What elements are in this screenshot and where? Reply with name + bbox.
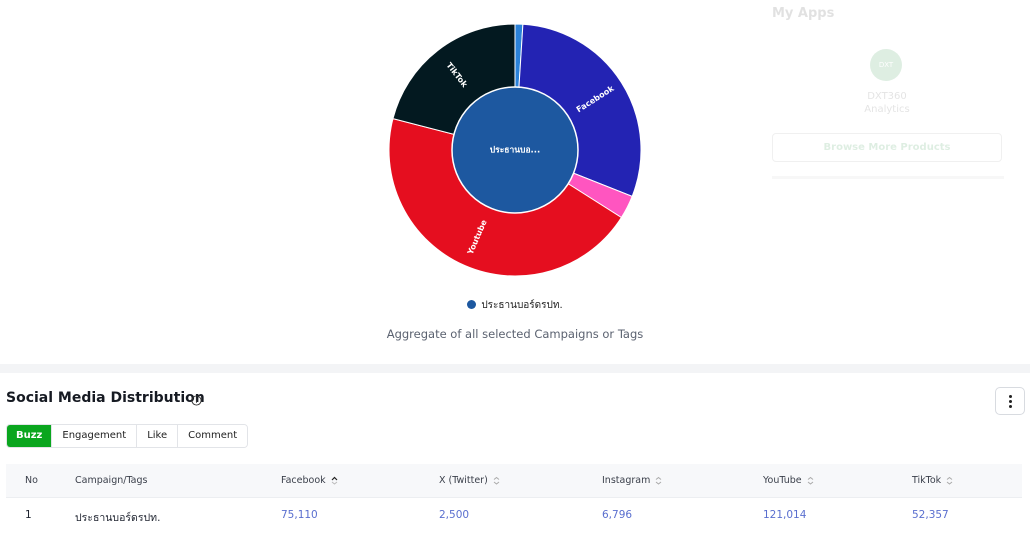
tab-buzz[interactable]: Buzz xyxy=(7,425,52,447)
metric-tabs: Buzz Engagement Like Comment xyxy=(6,424,249,448)
more-options-icon[interactable] xyxy=(995,387,1025,415)
info-icon[interactable] xyxy=(191,395,202,406)
legend-swatch xyxy=(467,300,477,309)
my-apps-title: My Apps xyxy=(772,6,835,21)
cell-campaign: ประธานบอร์ดรปท. xyxy=(75,512,161,524)
cell-youtube[interactable]: 121,014 xyxy=(763,509,807,521)
chart-legend[interactable]: ประธานบอร์ดรปท. xyxy=(0,298,1030,313)
sort-icon xyxy=(493,476,500,485)
section-title: Social Media Distribution xyxy=(6,390,205,406)
donut-center xyxy=(451,86,579,214)
header-twitter-label: X (Twitter) xyxy=(439,475,488,486)
header-no: No xyxy=(25,475,38,486)
app-logo-icon[interactable]: DXT xyxy=(870,49,902,81)
cell-tiktok[interactable]: 52,357 xyxy=(912,509,949,521)
header-campaign: Campaign/Tags xyxy=(75,475,148,486)
tab-engagement[interactable]: Engagement xyxy=(51,425,137,447)
donut-center-label: ประธานบอ... xyxy=(490,146,541,156)
app-name: DXT360 Analytics xyxy=(772,90,1002,116)
header-instagram[interactable]: Instagram xyxy=(602,475,662,486)
chart-panel: ประธานบอ... Facebook Youtube TikTok ประธาน… xyxy=(0,6,1030,341)
header-twitter[interactable]: X (Twitter) xyxy=(439,475,500,486)
header-youtube-label: YouTube xyxy=(763,475,802,486)
sort-icon xyxy=(807,476,813,485)
header-facebook-label: Facebook xyxy=(281,475,326,486)
cell-instagram[interactable]: 6,796 xyxy=(602,509,633,521)
table-row: 1 ประธานบอร์ดรปท. 75,110 2,500 6,796 121… xyxy=(6,498,1022,532)
header-tiktok[interactable]: TikTok xyxy=(912,475,953,486)
cell-twitter[interactable]: 2,500 xyxy=(439,509,470,521)
table-header: No Campaign/Tags Facebook X (Twitter) In… xyxy=(6,464,1022,498)
tab-like[interactable]: Like xyxy=(136,425,178,447)
header-tiktok-label: TikTok xyxy=(912,475,942,486)
tab-comment[interactable]: Comment xyxy=(177,425,248,447)
legend-label: ประธานบอร์ดรปท. xyxy=(481,300,563,311)
cell-no: 1 xyxy=(25,509,32,521)
sort-icon xyxy=(656,476,662,485)
cell-facebook[interactable]: 75,110 xyxy=(281,509,318,521)
divider xyxy=(772,176,1004,179)
sort-asc-icon xyxy=(331,476,338,485)
section-divider xyxy=(0,364,1030,373)
my-apps-panel: My Apps DXT DXT360 Analytics Browse More… xyxy=(772,6,1004,186)
header-youtube[interactable]: YouTube xyxy=(763,475,814,486)
app-name-line1: DXT360 xyxy=(867,91,907,102)
chart-caption: Aggregate of all selected Campaigns or T… xyxy=(386,327,644,341)
header-instagram-label: Instagram xyxy=(602,475,651,486)
social-media-distribution-card: Social Media Distribution Buzz Engagemen… xyxy=(0,373,1030,548)
header-facebook[interactable]: Facebook xyxy=(281,475,338,486)
app-name-line2: Analytics xyxy=(864,104,910,115)
browse-more-products-button[interactable]: Browse More Products xyxy=(772,133,1002,162)
sort-icon xyxy=(946,476,953,485)
